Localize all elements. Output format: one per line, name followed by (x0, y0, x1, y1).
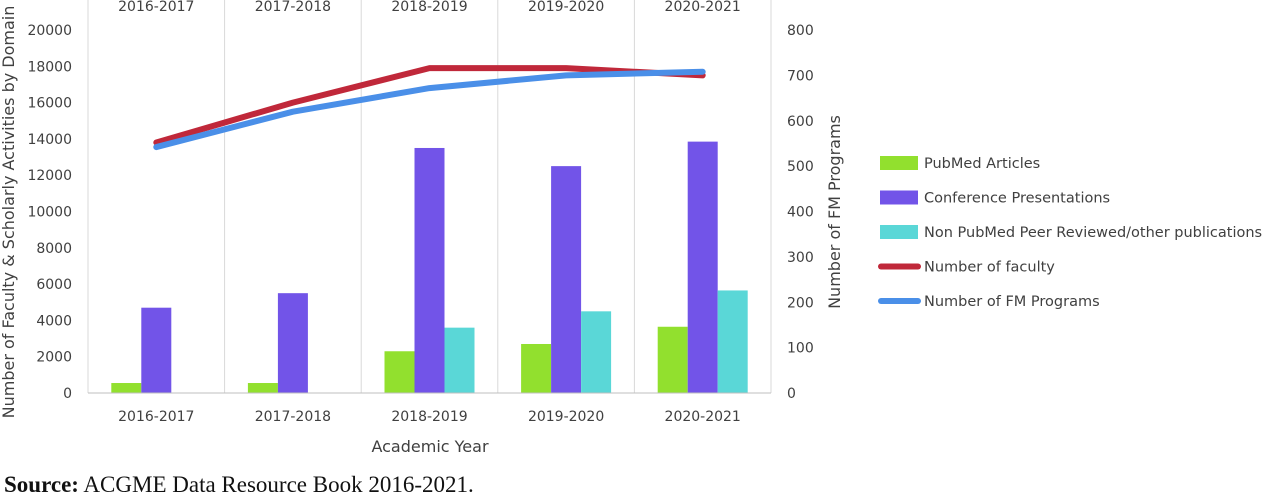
y2-tick-label: 600 (787, 114, 814, 130)
legend-swatch (880, 225, 918, 239)
y-axis-title: Number of Faculty & Scholarly Activities… (0, 6, 18, 419)
y-tick-label: 10000 (27, 205, 72, 221)
axes: 0200040006000800010000120001400016000180… (27, 0, 813, 425)
y2-tick-label: 300 (787, 250, 814, 266)
legend-swatch (880, 190, 918, 205)
x-axis-title: Academic Year (371, 437, 488, 456)
bar (551, 166, 582, 393)
y-tick-label: 4000 (36, 313, 72, 329)
y-tick-label: 14000 (27, 132, 72, 148)
chart: 0200040006000800010000120001400016000180… (0, 0, 1262, 456)
x-top-tick-label: 2018-2019 (391, 0, 467, 15)
bar (687, 141, 718, 393)
bar (111, 383, 142, 393)
x-tick-label: 2019-2020 (528, 409, 604, 425)
y-tick-label: 12000 (27, 168, 72, 184)
legend-swatch (880, 156, 918, 170)
bar (657, 326, 688, 393)
bar (521, 343, 552, 393)
bar (384, 351, 415, 393)
source-note: Source: ACGME Data Resource Book 2016-20… (4, 472, 474, 498)
y2-tick-label: 0 (787, 386, 796, 402)
bar (717, 290, 748, 393)
bar (444, 327, 475, 393)
series-line (153, 65, 706, 146)
y2-tick-label: 500 (787, 159, 814, 175)
y2-tick-label: 100 (787, 341, 814, 357)
bar (247, 383, 278, 393)
bar (141, 307, 172, 393)
legend-label: Number of FM Programs (924, 294, 1100, 310)
y-tick-label: 16000 (27, 96, 72, 112)
lines (153, 65, 706, 151)
x-tick-label: 2017-2018 (255, 409, 331, 425)
legend-label: PubMed Articles (924, 156, 1040, 172)
y2-tick-label: 700 (787, 68, 814, 84)
x-top-tick-label: 2019-2020 (528, 0, 604, 15)
y-tick-label: 18000 (27, 59, 72, 75)
legend-label: Conference Presentations (924, 191, 1110, 207)
bars (111, 141, 748, 393)
x-top-tick-label: 2016-2017 (118, 0, 194, 15)
y2-axis-title: Number of FM Programs (825, 115, 844, 309)
legend-label: Number of faculty (924, 260, 1055, 276)
source-text: ACGME Data Resource Book 2016-2021. (78, 472, 474, 497)
x-tick-label: 2020-2021 (665, 409, 741, 425)
source-label: Source: (4, 472, 79, 497)
x-tick-label: 2018-2019 (391, 409, 467, 425)
y-tick-label: 8000 (36, 241, 72, 257)
y2-tick-label: 800 (787, 23, 814, 39)
y-tick-label: 2000 (36, 350, 72, 366)
x-top-tick-label: 2017-2018 (255, 0, 331, 15)
legend-label: Non PubMed Peer Reviewed/other publicati… (924, 225, 1262, 241)
x-top-tick-label: 2020-2021 (665, 0, 741, 15)
legend: PubMed Articles Conference Presentations N… (878, 156, 1262, 310)
y-tick-label: 6000 (36, 277, 72, 293)
series-line (153, 68, 706, 151)
y2-tick-label: 400 (787, 205, 814, 221)
bar (277, 293, 308, 393)
x-tick-label: 2016-2017 (118, 409, 194, 425)
y2-tick-label: 200 (787, 295, 814, 311)
bar (414, 147, 445, 393)
bar (581, 311, 612, 393)
y-tick-label: 0 (63, 386, 72, 402)
y-tick-label: 20000 (27, 23, 72, 39)
